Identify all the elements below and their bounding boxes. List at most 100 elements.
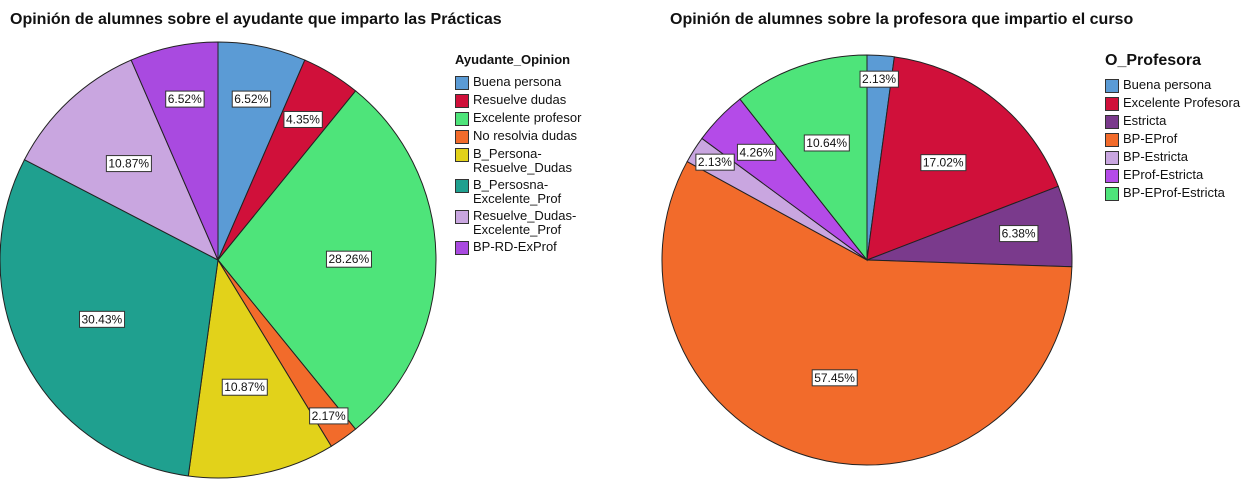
data-label: 28.26% — [325, 250, 372, 268]
data-label: 6.52% — [165, 90, 205, 108]
label-box — [811, 369, 858, 387]
legend-label: BP-EProf — [1123, 131, 1178, 146]
label-text: 17.02% — [923, 156, 964, 170]
data-label: 2.17% — [309, 407, 349, 425]
legend-item: No resolvia dudas — [455, 129, 593, 144]
legend-item: B_Persona-Resuelve_Dudas — [455, 147, 593, 175]
legend-label: Excelente Profesora — [1123, 95, 1241, 110]
legend-swatch — [455, 76, 469, 90]
legend-item: Estricta — [1105, 114, 1243, 129]
legend-swatch — [1105, 115, 1119, 129]
data-label: 17.02% — [920, 154, 967, 172]
label-text: 10.87% — [108, 157, 149, 171]
label-box — [999, 225, 1039, 243]
label-text: 4.26% — [739, 145, 773, 159]
data-label: 57.45% — [811, 369, 858, 387]
legend-item: Excelente profesor — [455, 111, 593, 126]
legend-label: Resuelve_Dudas-Excelente_Prof — [473, 208, 577, 237]
label-box — [803, 134, 850, 152]
label-text: 2.13% — [862, 72, 896, 86]
label-box — [221, 378, 268, 396]
legend-label: B_Persosna-Excelente_Prof — [473, 177, 562, 206]
legend-swatch — [455, 148, 469, 162]
legend-swatch — [455, 210, 469, 224]
data-label: 4.26% — [736, 143, 777, 161]
label-text: 28.26% — [328, 252, 369, 266]
label-text: 10.64% — [806, 136, 847, 150]
legend-label: Estricta — [1123, 113, 1167, 128]
label-box — [695, 153, 735, 171]
legend-item: Buena persona — [1105, 78, 1243, 93]
label-box — [283, 110, 323, 128]
data-label: 10.87% — [105, 155, 152, 173]
data-label: 2.13% — [695, 153, 735, 171]
label-text: 4.35% — [286, 112, 320, 126]
legend-item: Resuelve dudas — [455, 93, 593, 108]
legend-label: EProf-Estricta — [1123, 167, 1204, 182]
legend-item: BP-EProf-Estricta — [1105, 186, 1243, 201]
legend-swatch — [1105, 151, 1119, 165]
legend-swatch — [1105, 79, 1119, 93]
legend-label: No resolvia dudas — [473, 128, 578, 143]
legend-swatch — [455, 130, 469, 144]
chart-title: Opinión de alumnes sobre la profesora qu… — [670, 11, 1133, 28]
label-text: 30.43% — [82, 312, 123, 326]
label-box — [736, 143, 777, 161]
label-text: 2.13% — [698, 155, 732, 169]
legend-title: O_Profesora — [1105, 52, 1202, 69]
label-text: 57.45% — [814, 371, 855, 385]
legend-label: BP-EProf-Estricta — [1123, 185, 1225, 200]
label-box — [231, 90, 272, 108]
label-box — [165, 90, 205, 108]
legend-swatch — [455, 112, 469, 126]
data-label: 6.52% — [231, 90, 272, 108]
legend-label: BP-RD-ExProf — [473, 239, 557, 254]
legend-item: Buena persona — [455, 75, 593, 90]
legend-swatch — [455, 94, 469, 108]
legend-label: Buena persona — [473, 74, 562, 89]
data-label: 2.13% — [859, 70, 899, 88]
legend-item: BP-RD-ExProf — [455, 240, 593, 255]
legend-label: Excelente profesor — [473, 110, 582, 125]
label-box — [325, 250, 372, 268]
data-label: 30.43% — [79, 310, 126, 328]
data-label: 4.35% — [283, 110, 323, 128]
label-box — [105, 155, 152, 173]
legend-item: B_Persosna-Excelente_Prof — [455, 178, 593, 206]
pie-slice — [739, 54, 868, 262]
legend-label: Buena persona — [1123, 77, 1212, 92]
legend-item: BP-EProf — [1105, 132, 1243, 147]
legend: Ayudante_Opinion Buena persona Resuelve du… — [455, 52, 593, 258]
legend-item: Excelente Profesora — [1105, 96, 1243, 111]
legend-title: Ayudante_Opinion — [455, 52, 571, 67]
label-text: 6.52% — [234, 92, 268, 106]
data-label: 10.64% — [803, 134, 850, 152]
legend-swatch — [1105, 97, 1119, 111]
legend-label: B_Persona-Resuelve_Dudas — [473, 146, 573, 175]
data-label: 10.87% — [221, 378, 268, 396]
legend-swatch — [1105, 133, 1119, 147]
label-box — [920, 154, 967, 172]
label-text: 6.52% — [168, 92, 202, 106]
legend: O_Profesora Buena persona Excelente Profes… — [1105, 52, 1243, 204]
data-label: 6.38% — [999, 225, 1039, 243]
legend-item: EProf-Estricta — [1105, 168, 1243, 183]
legend-item: Resuelve_Dudas-Excelente_Prof — [455, 209, 593, 237]
label-text: 6.38% — [1002, 227, 1036, 241]
legend-swatch — [1105, 169, 1119, 183]
legend-swatch — [455, 179, 469, 193]
label-box — [79, 310, 126, 328]
legend-swatch — [455, 241, 469, 255]
legend-swatch — [1105, 187, 1119, 201]
pie-slice — [187, 258, 332, 479]
legend-item: BP-Estricta — [1105, 150, 1243, 165]
legend-label: BP-Estricta — [1123, 149, 1189, 164]
legend-label: Resuelve dudas — [473, 92, 567, 107]
label-text: 2.17% — [312, 409, 346, 423]
label-text: 10.87% — [224, 380, 265, 394]
label-box — [309, 407, 349, 425]
label-box — [859, 70, 899, 88]
pie-slice — [661, 160, 1073, 466]
